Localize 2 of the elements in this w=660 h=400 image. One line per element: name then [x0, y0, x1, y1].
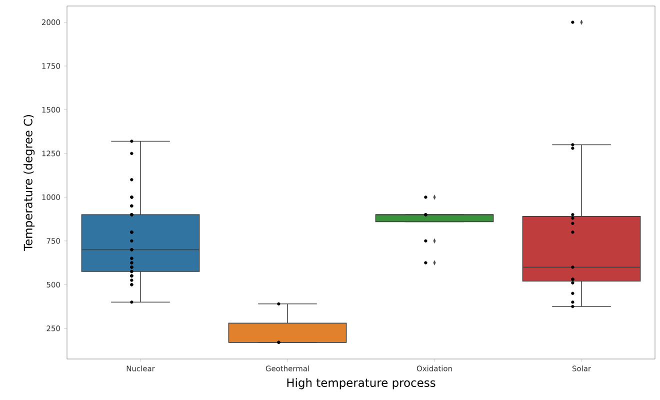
y-axis-title: Temperature (degree C) [24, 115, 35, 252]
x-axis-title: High temperature process [287, 378, 436, 390]
